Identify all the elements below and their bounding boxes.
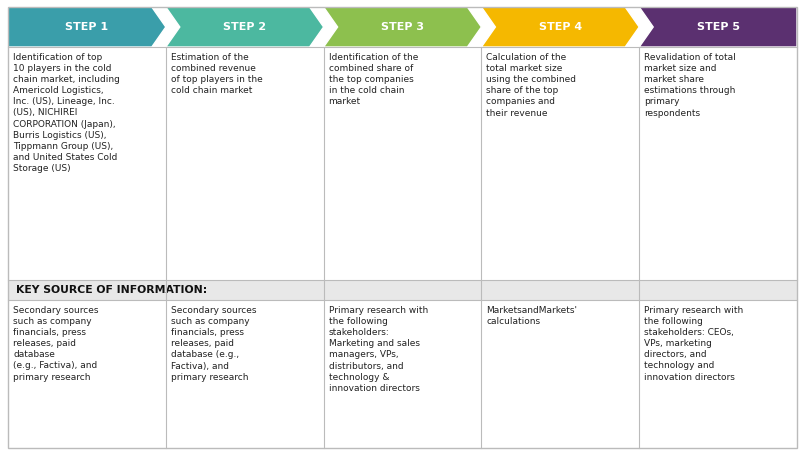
Text: Identification of the
combined share of
the top companies
in the cold chain
mark: Identification of the combined share of … [328,53,418,106]
Polygon shape [166,7,324,47]
Text: STEP 1: STEP 1 [65,22,109,32]
Text: Primary research with
the following
stakeholders:
Marketing and sales
managers, : Primary research with the following stak… [328,306,427,393]
Polygon shape [324,7,481,47]
Text: STEP 3: STEP 3 [381,22,424,32]
Polygon shape [639,7,797,47]
Text: Primary research with
the following
stakeholders: CEOs,
VPs, marketing
directors: Primary research with the following stak… [644,306,744,382]
Text: STEP 5: STEP 5 [696,22,740,32]
Text: Calculation of the
total market size
using the combined
share of the top
compani: Calculation of the total market size usi… [486,53,576,117]
Text: Estimation of the
combined revenue
of top players in the
cold chain market: Estimation of the combined revenue of to… [171,53,262,95]
Polygon shape [481,7,639,47]
Text: Secondary sources
such as company
financials, press
releases, paid
database
(e.g: Secondary sources such as company financ… [13,306,98,382]
Text: STEP 2: STEP 2 [223,22,266,32]
Text: Revalidation of total
market size and
market share
estimations through
primary
r: Revalidation of total market size and ma… [644,53,736,117]
Text: MarketsandMarkets'
calculations: MarketsandMarkets' calculations [486,306,577,326]
Bar [8,280,797,300]
Text: Identification of top
10 players in the cold
chain market, including
Americold L: Identification of top 10 players in the … [13,53,120,173]
Text: Secondary sources
such as company
financials, press
releases, paid
database (e.g: Secondary sources such as company financ… [171,306,256,382]
Polygon shape [8,7,166,47]
Text: STEP 4: STEP 4 [539,22,582,32]
Text: KEY SOURCE OF INFORMATION:: KEY SOURCE OF INFORMATION: [16,285,207,295]
